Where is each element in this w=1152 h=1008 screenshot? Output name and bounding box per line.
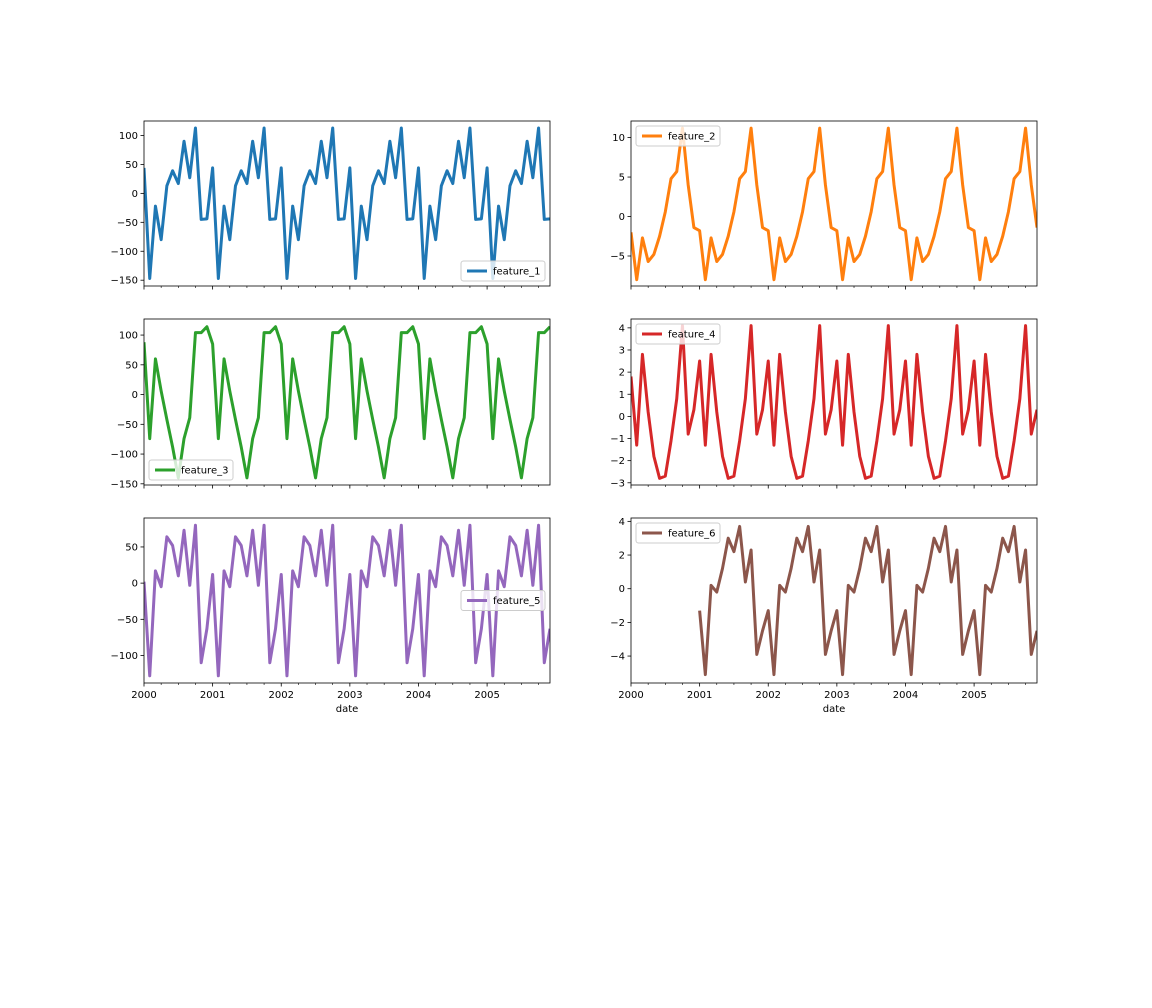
legend-box [148,459,234,481]
subplot-1: −150 −100 −50 0 50 100 feature_1 [111,120,551,290]
axes-frame [630,517,1038,684]
legend-label: feature_4 [668,330,715,341]
y-tick-label: 100 [119,131,138,142]
legend-box [635,522,721,544]
axes-frame [630,318,1038,486]
y-tick-label: −4 [610,652,625,663]
subplot-2: −5 0 5 10 feature_2 [610,120,1038,290]
axes-frame [143,318,551,486]
legend: feature_3 [148,459,234,481]
series-line-feature_5 [144,523,550,678]
y-tick-label: 50 [125,360,138,371]
y-tick-label: −3 [610,478,625,489]
series-line-feature_6 [698,524,1037,677]
x-tick-label: 2001 [687,690,712,701]
x-tick-label: 2000 [131,690,156,701]
legend-label: feature_6 [668,529,715,540]
legend: feature_1 [460,260,546,282]
x-tick-label: 2001 [200,690,225,701]
series-line-feature_4 [631,324,1037,480]
x-tick-label: 2000 [618,690,643,701]
legend-box [635,323,721,345]
x-tick-label: 2002 [756,690,781,701]
y-tick-label: −150 [111,479,138,490]
legend: feature_2 [635,125,721,147]
y-tick-label: 10 [612,133,625,144]
subplot-4: −3 −2 −1 0 1 2 3 4 feature_4 [610,318,1038,489]
y-tick-label: 5 [619,173,625,184]
series-line-feature_3 [144,325,550,480]
y-tick-label: −1 [610,434,625,445]
y-tick-label: −5 [610,252,625,263]
y-tick-label: 0 [132,390,138,401]
y-tick-label: 100 [119,331,138,342]
series-line-feature_2 [631,126,1037,282]
x-axis-label-right: date [823,704,846,715]
legend-box [635,125,721,147]
subplot-5: −100 −50 0 50 2000 2001 2002 2003 2004 2005 featur… [111,517,551,701]
y-tick-label: −50 [117,615,138,626]
x-tick-label: 2003 [824,690,849,701]
legend: feature_4 [635,323,721,345]
axes-frame [143,120,551,287]
x-tick-label: 2005 [961,690,986,701]
x-tick-label: 2005 [474,690,499,701]
y-tick-label: −100 [111,450,138,461]
y-tick-label: 0 [619,412,625,423]
subplot-6: −4 −2 0 2 4 2000 2001 2002 2003 2004 2005 feature_6 [610,517,1038,701]
legend-label: feature_1 [493,267,540,278]
axes-frame [630,120,1038,287]
y-tick-label: 0 [619,584,625,595]
legend: feature_5 [460,590,546,611]
y-tick-label: 2 [619,551,625,562]
legend-label: feature_2 [668,132,715,143]
y-tick-label: −150 [111,276,138,287]
x-axis-label-left: date [336,704,359,715]
legend-label: feature_5 [493,596,540,607]
y-tick-label: −100 [111,247,138,258]
legend: feature_6 [635,522,721,544]
y-tick-label: −50 [117,218,138,229]
y-tick-label: 0 [132,579,138,590]
axes-frame [143,517,551,684]
x-tick-label: 2004 [406,690,431,701]
y-tick-label: −2 [610,618,625,629]
subplot-3: −150 −100 −50 0 50 100 feature_3 [111,318,551,490]
y-tick-label: 0 [619,212,625,223]
x-tick-label: 2002 [269,690,294,701]
y-tick-label: −50 [117,420,138,431]
y-tick-label: 3 [619,345,625,356]
y-tick-label: 2 [619,368,625,379]
legend-label: feature_3 [181,466,228,477]
y-tick-label: 50 [125,542,138,553]
y-tick-label: −2 [610,456,625,467]
y-tick-label: 1 [619,390,625,401]
legend-box [460,260,546,282]
x-tick-label: 2004 [893,690,918,701]
legend-box [460,590,546,611]
x-tick-label: 2003 [337,690,362,701]
y-tick-label: 4 [619,517,625,528]
y-tick-label: 50 [125,160,138,171]
y-tick-label: 4 [619,323,625,334]
series-line-feature_1 [144,126,550,280]
y-tick-label: −100 [111,651,138,662]
y-tick-label: 0 [132,189,138,200]
